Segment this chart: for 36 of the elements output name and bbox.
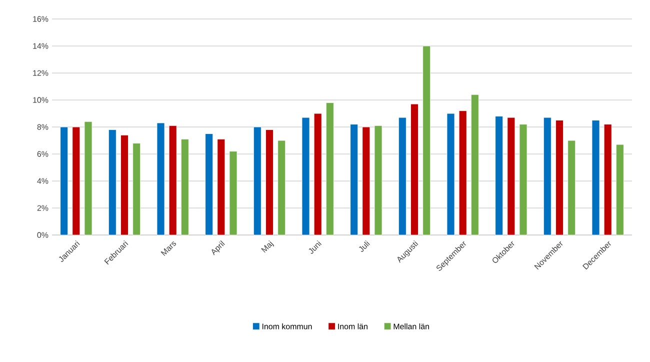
bar [84, 121, 92, 236]
bar [314, 113, 322, 236]
bar [72, 126, 80, 236]
bar [168, 125, 177, 236]
bar [302, 117, 310, 236]
bar [568, 140, 576, 236]
bar [120, 134, 128, 236]
bar [253, 126, 262, 236]
bar [543, 117, 552, 236]
bar [458, 110, 467, 236]
bar [180, 138, 189, 236]
bar [556, 120, 564, 236]
bar [470, 94, 479, 236]
bar [398, 117, 406, 236]
bar [205, 134, 214, 236]
bar [495, 116, 504, 236]
bar [156, 122, 165, 236]
bar [446, 113, 455, 236]
bar [108, 130, 116, 236]
bar [507, 117, 516, 236]
bar [229, 151, 238, 236]
bar [350, 124, 358, 236]
bar [422, 46, 431, 236]
bar [410, 104, 418, 236]
bar [217, 138, 226, 236]
bar [266, 130, 274, 236]
bar [132, 143, 141, 236]
bar [519, 124, 528, 236]
bar [616, 144, 624, 236]
bar [326, 102, 334, 236]
bar [362, 126, 370, 236]
bar [374, 125, 382, 236]
bar [604, 124, 612, 236]
bar [592, 120, 600, 236]
bar [278, 140, 286, 236]
bar [60, 126, 68, 236]
